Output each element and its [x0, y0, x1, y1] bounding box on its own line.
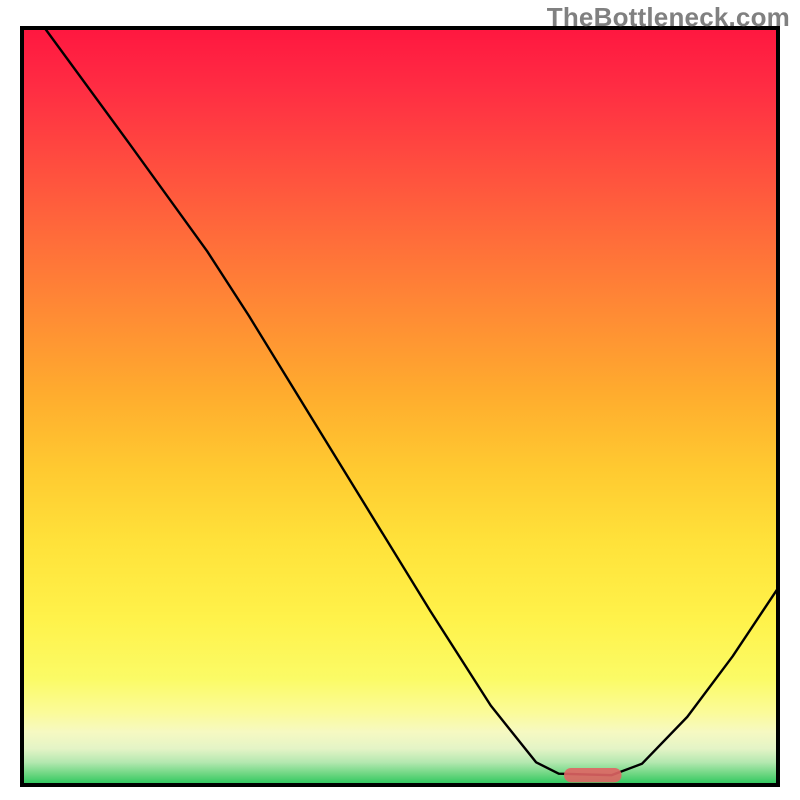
gradient-background — [22, 28, 778, 785]
watermark-text: TheBottleneck.com — [547, 2, 790, 33]
bottleneck-chart — [0, 0, 800, 800]
optimal-marker — [564, 768, 621, 782]
chart-container: TheBottleneck.com — [0, 0, 800, 800]
plot-area — [22, 28, 778, 785]
